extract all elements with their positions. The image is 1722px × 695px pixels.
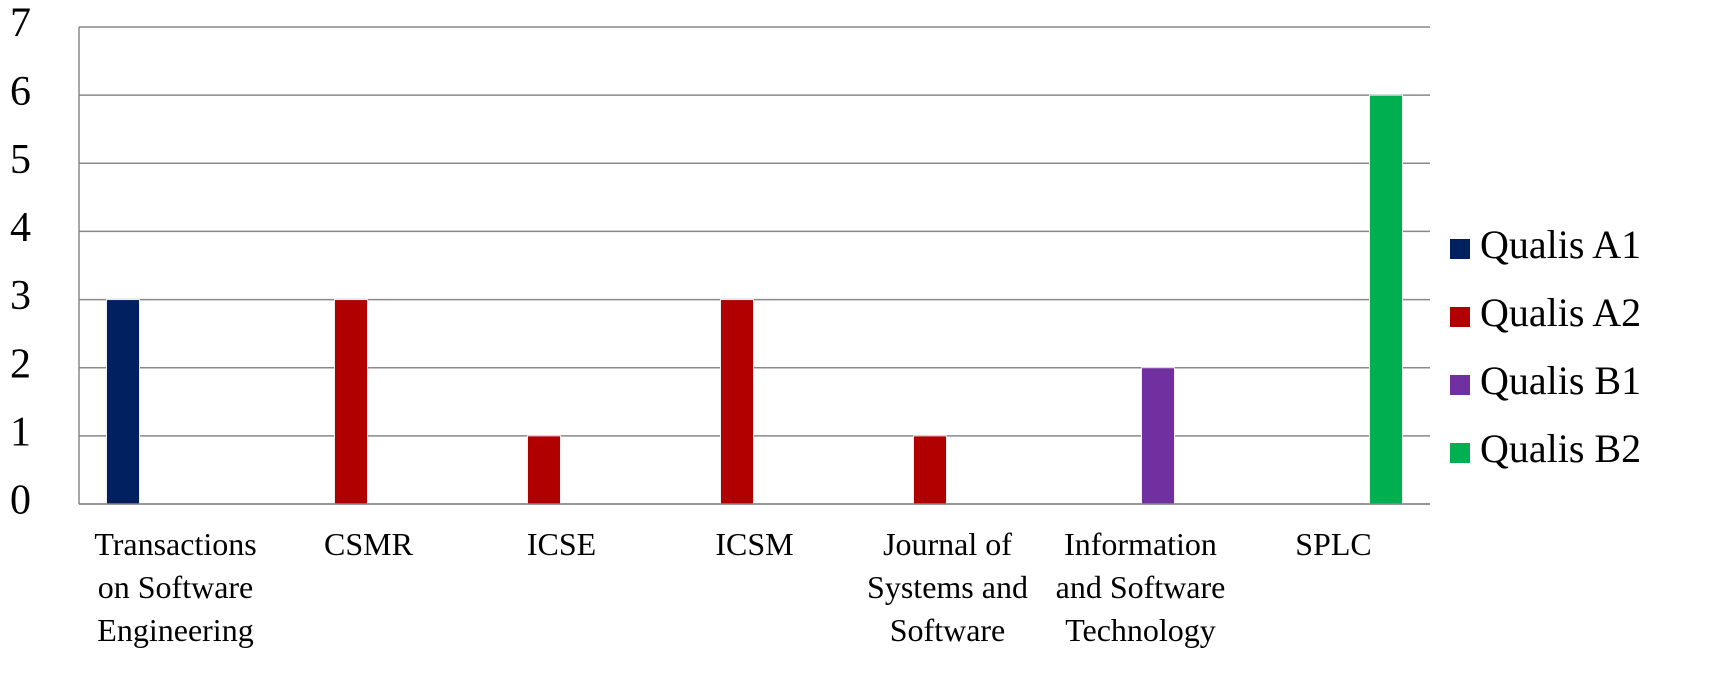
- bar: [1369, 94, 1403, 505]
- bar: [334, 299, 368, 505]
- y-tick-label: 2: [10, 341, 31, 387]
- y-tick-label: 3: [10, 273, 31, 319]
- x-tick-label: CSMR: [324, 526, 414, 562]
- y-tick-label: 6: [10, 69, 31, 115]
- y-tick-label: 7: [10, 1, 31, 47]
- bar: [1141, 367, 1175, 505]
- x-tick-label: ICSE: [527, 526, 596, 562]
- legend-swatch: [1450, 443, 1470, 463]
- x-tick-label: Journal of Systems and Software: [867, 526, 1028, 648]
- legend-label: Qualis B1: [1480, 358, 1641, 403]
- y-tick-label: 4: [10, 205, 31, 251]
- y-tick-label: 1: [10, 409, 31, 455]
- legend-label: Qualis A2: [1480, 290, 1641, 335]
- x-tick-label: SPLC: [1295, 526, 1371, 562]
- bar: [720, 299, 754, 505]
- y-tick-label: 0: [10, 478, 31, 524]
- bar: [913, 435, 947, 505]
- legend-swatch: [1450, 375, 1470, 395]
- legend-label: Qualis A1: [1480, 222, 1641, 267]
- x-tick-label: Information and Software Technology: [1056, 526, 1226, 648]
- legend-label: Qualis B2: [1480, 426, 1641, 471]
- x-tick-label: Transactions on Software Engineering: [94, 526, 256, 648]
- y-tick-label: 5: [10, 137, 31, 183]
- legend-swatch: [1450, 307, 1470, 327]
- x-tick-label: ICSM: [715, 526, 793, 562]
- bar: [106, 299, 140, 505]
- legend-swatch: [1450, 239, 1470, 259]
- bar: [527, 435, 561, 505]
